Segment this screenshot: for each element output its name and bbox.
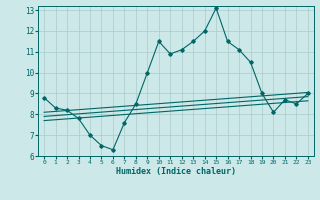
X-axis label: Humidex (Indice chaleur): Humidex (Indice chaleur) [116, 167, 236, 176]
